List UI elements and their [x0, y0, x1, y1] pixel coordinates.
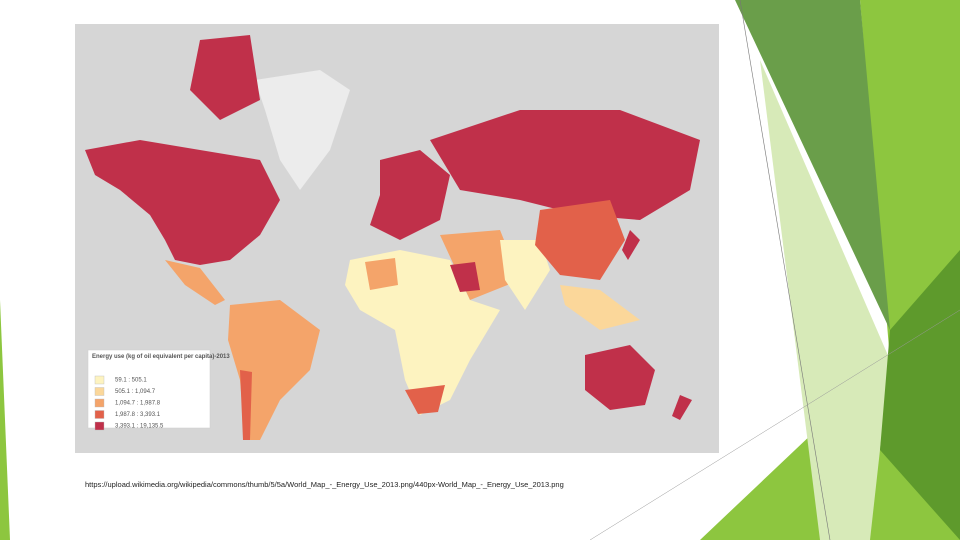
- legend-swatch: [94, 375, 105, 385]
- legend-label: 1,987.8 : 3,393.1: [115, 412, 161, 418]
- legend-swatch: [94, 410, 105, 419]
- legend-label: 3,393.1 : 19,135.5: [115, 424, 164, 430]
- legend-label: 59.1 : 505.1: [115, 378, 147, 384]
- legend-label: 505.1 : 1,094.7: [115, 389, 156, 395]
- legend-box: [87, 349, 211, 429]
- legend-title: Energy use (kg of oil equivalent per cap…: [92, 354, 230, 360]
- legend-swatch: [94, 398, 105, 408]
- legend: Energy use (kg of oil equivalent per cap…: [87, 349, 230, 431]
- legend-swatch: [94, 387, 105, 396]
- legend-swatch: [94, 421, 105, 431]
- legend-items: 59.1 : 505.1 505.1 : 1,094.7 1,094.7 : 1,9…: [94, 375, 164, 431]
- legend-label: 1,094.7 : 1,987.8: [115, 401, 161, 407]
- caption: https://upload.wikimedia.org/wikipedia/c…: [85, 480, 564, 489]
